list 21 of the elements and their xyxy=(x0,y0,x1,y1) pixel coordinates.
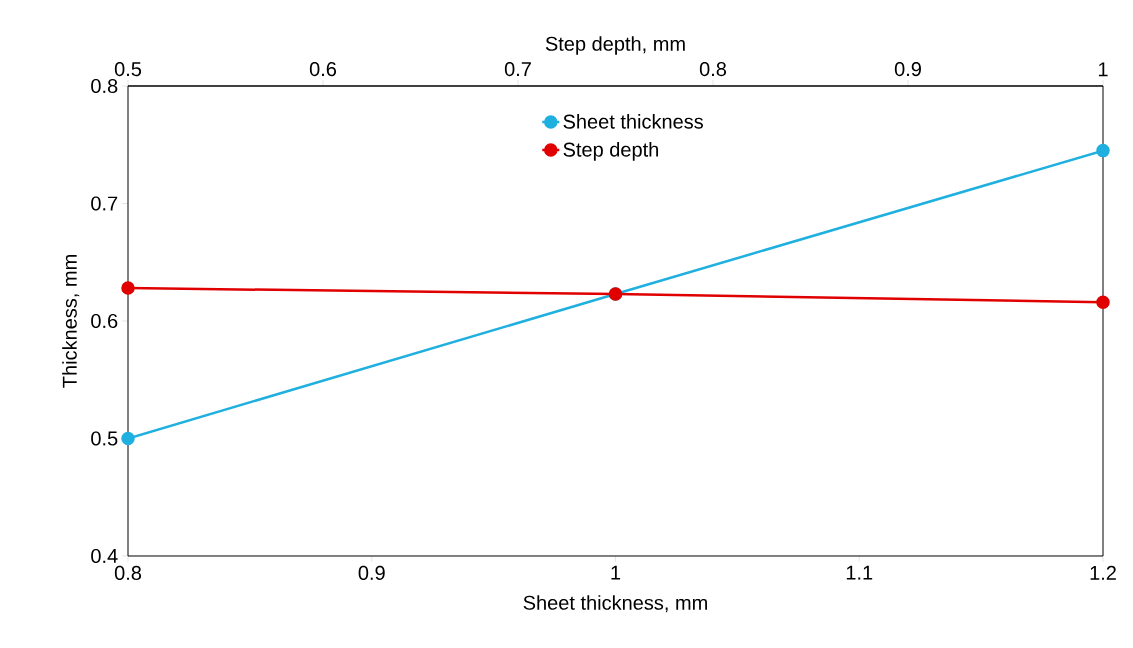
x-tick-label: 0.8 xyxy=(114,565,142,580)
x2-axis-title: Step depth, mm xyxy=(545,36,685,55)
y-tick-label: 0.4 xyxy=(91,548,118,564)
legend-label: Sheet thickness xyxy=(563,114,703,129)
x2-tick-label: 0.7 xyxy=(504,62,531,77)
y-tick-label: 0.8 xyxy=(91,78,118,94)
x2-tick-label: 0.9 xyxy=(894,62,921,77)
y-tick-label: 0.5 xyxy=(91,431,118,446)
x2-tick-label: 0.5 xyxy=(114,62,142,77)
x2-tick-label: 0.8 xyxy=(699,62,727,77)
x-axis-title: Sheet thickness, mm xyxy=(523,595,707,613)
x2-tick-label: 1 xyxy=(1098,62,1108,77)
y-tick-label: 0.6 xyxy=(91,313,118,329)
legend-label: Step depth xyxy=(563,141,658,161)
x2-tick-label: 0.6 xyxy=(309,62,337,77)
x-tick-label: 1.2 xyxy=(1090,565,1116,580)
y-tick-label: 0.7 xyxy=(91,196,118,211)
x-tick-label: 1 xyxy=(611,565,621,580)
x-tick-label: 1.1 xyxy=(846,565,873,580)
y-axis-title: Thickness, mm xyxy=(62,255,80,388)
x-tick-label: 0.9 xyxy=(358,565,385,580)
